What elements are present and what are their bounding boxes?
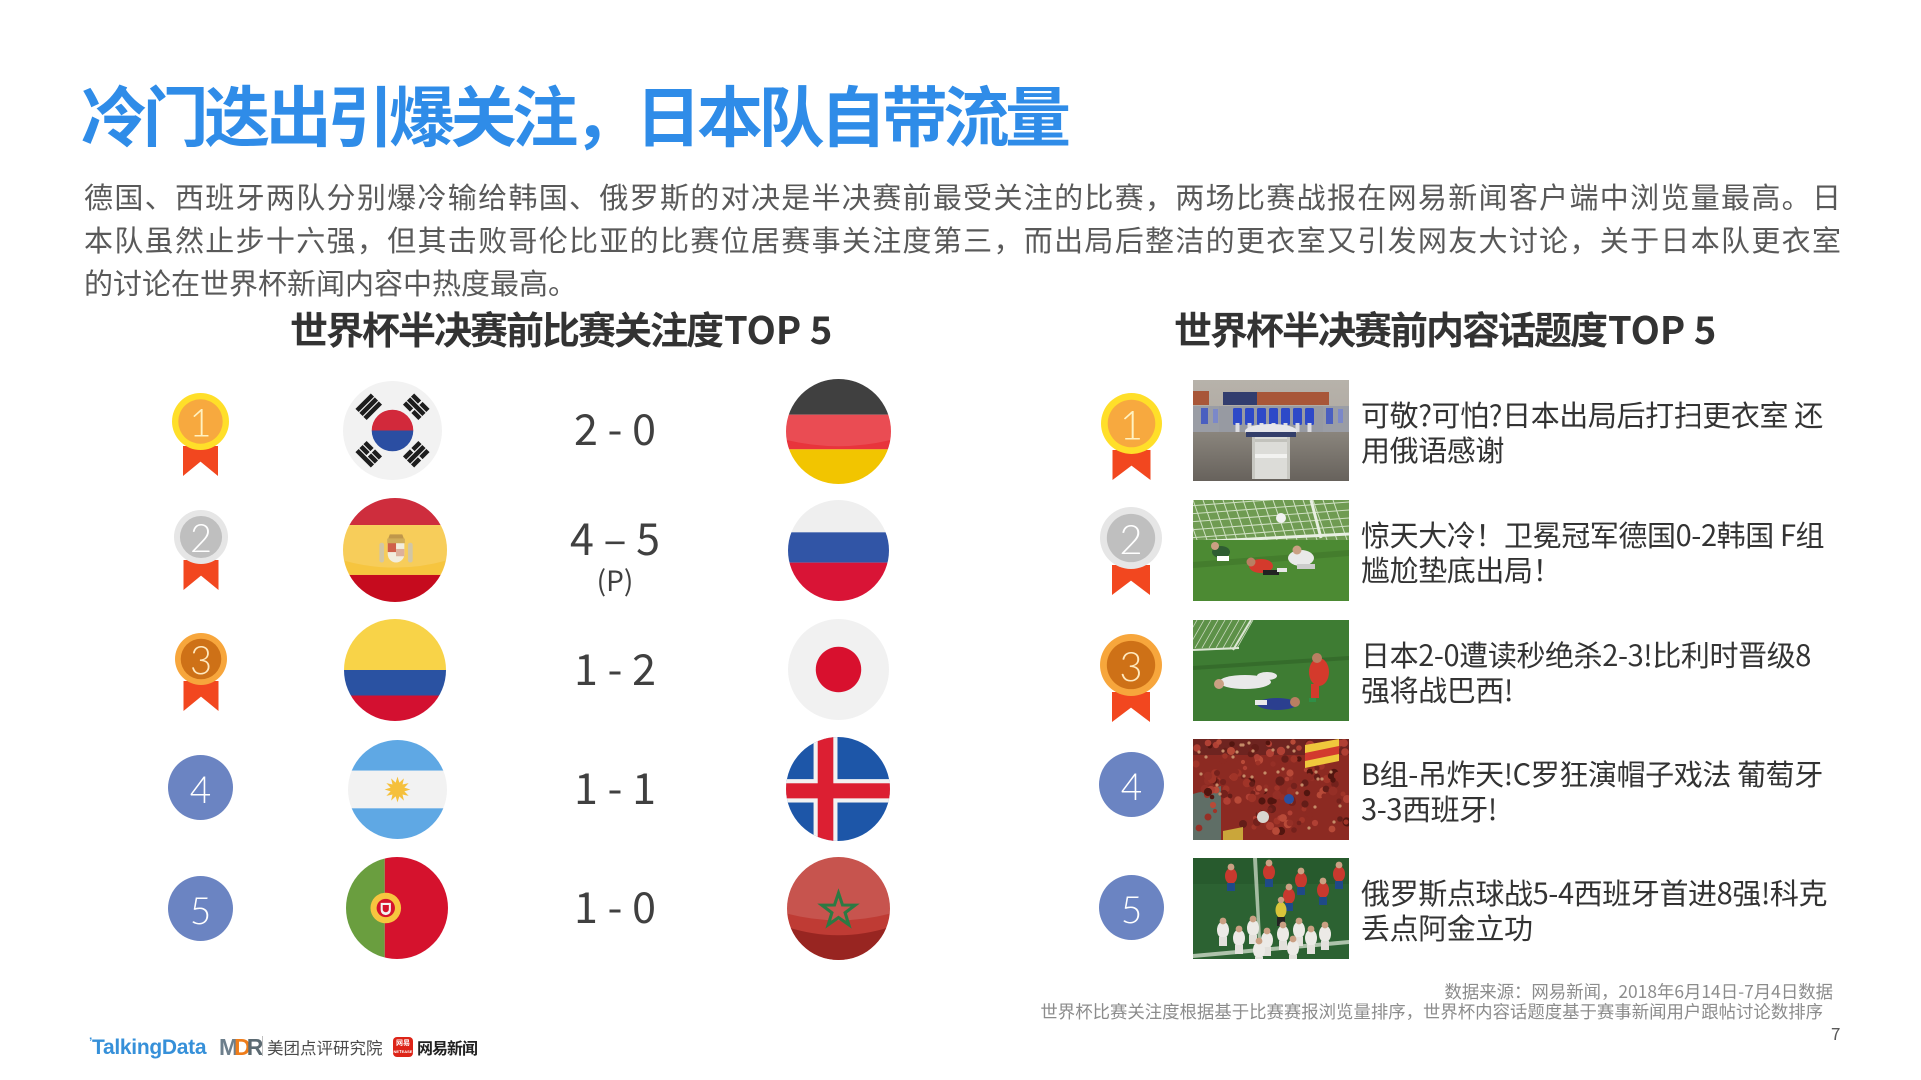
svg-text:5: 5: [1120, 886, 1141, 931]
svg-text:5: 5: [189, 887, 210, 932]
svg-text:3: 3: [1119, 642, 1142, 690]
svg-text:2: 2: [190, 515, 212, 561]
svg-text:3: 3: [190, 637, 212, 683]
svg-text:2: 2: [1119, 515, 1142, 563]
svg-text:1: 1: [189, 400, 211, 446]
svg-text:4: 4: [189, 766, 210, 811]
svg-text:1: 1: [1119, 400, 1142, 448]
svg-text:4: 4: [1120, 763, 1141, 808]
